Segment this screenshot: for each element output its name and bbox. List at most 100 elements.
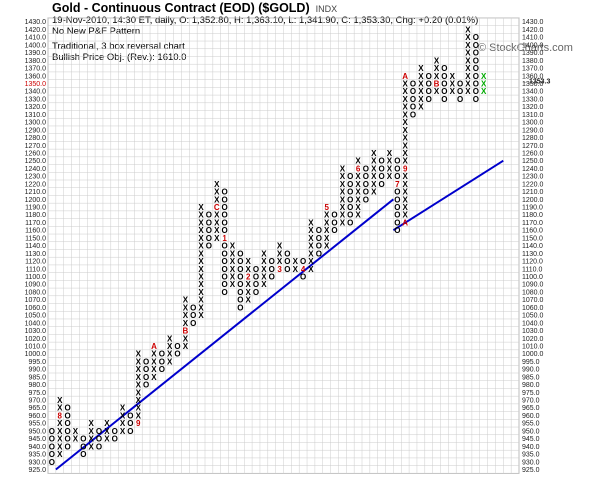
price-tick-right: 960.0 <box>522 413 540 420</box>
x-box: X <box>403 95 409 104</box>
o-box: O <box>65 427 71 436</box>
o-box: O <box>206 234 212 243</box>
o-box: O <box>394 164 400 173</box>
x-box: X <box>465 64 471 73</box>
o-box: O <box>473 95 479 104</box>
x-box: X <box>308 242 314 251</box>
x-box: X <box>403 157 409 166</box>
x-box: X <box>57 404 63 413</box>
x-box: X <box>120 404 126 413</box>
price-objective: Bullish Price Obj. (Rev.): 1610.0 <box>52 52 187 63</box>
x-box: X <box>403 87 409 96</box>
price-tick-right: 955.0 <box>522 421 540 428</box>
o-box: O <box>394 218 400 227</box>
x-box: X <box>387 149 393 158</box>
x-box: X <box>167 357 173 366</box>
o-box: O <box>190 311 196 320</box>
price-tick-right: 940.0 <box>522 444 540 451</box>
price-tick-left: 1240.0 <box>25 166 47 173</box>
o-box: O <box>410 103 416 112</box>
o-box: O <box>410 80 416 89</box>
price-tick-right: 1360.0 <box>522 73 544 80</box>
o-box: O <box>394 226 400 235</box>
price-tick-left: 1100.0 <box>25 274 46 281</box>
o-box: O <box>206 218 212 227</box>
x-box: X <box>57 450 63 459</box>
x-box: X <box>198 303 204 312</box>
x-box: X <box>340 172 346 181</box>
o-box: O <box>473 72 479 81</box>
price-tick-left: 1270.0 <box>25 143 47 150</box>
price-tick-left: 970.0 <box>28 398 46 405</box>
x-box: X <box>230 265 236 274</box>
o-box: O <box>237 249 243 258</box>
x-box: X <box>465 72 471 81</box>
price-tick-left: 925.0 <box>28 467 46 474</box>
price-tick-left: 1360.0 <box>25 73 47 80</box>
o-box: O <box>347 218 353 227</box>
x-box: X <box>403 188 409 197</box>
x-box: X <box>418 87 424 96</box>
month-marker: C <box>214 203 220 212</box>
x-box: X <box>261 257 267 266</box>
x-box: X <box>136 388 142 397</box>
o-box: O <box>394 172 400 181</box>
price-tick-left: 1090.0 <box>25 282 47 289</box>
price-tick-right: 1340.0 <box>522 89 544 96</box>
price-tick-left: 1310.0 <box>25 112 47 119</box>
o-box: O <box>222 249 228 258</box>
price-tick-right: 1110.0 <box>522 266 542 273</box>
o-box: O <box>49 450 55 459</box>
price-tick-left: 1190.0 <box>25 205 46 212</box>
o-box: O <box>237 280 243 289</box>
month-marker: 6 <box>356 164 361 173</box>
x-box: X <box>418 72 424 81</box>
x-box: X <box>261 265 267 274</box>
price-tick-right: 1350.0 <box>522 81 544 88</box>
x-box: X <box>183 296 189 305</box>
x-box: X <box>151 357 157 366</box>
x-box: X <box>214 188 220 197</box>
o-box: O <box>65 411 71 420</box>
x-box: X <box>371 164 377 173</box>
o-box: O <box>269 257 275 266</box>
price-tick-left: 1180.0 <box>25 212 46 219</box>
o-box: O <box>347 188 353 197</box>
o-box: O <box>473 87 479 96</box>
price-tick-right: 1170.0 <box>522 220 543 227</box>
price-tick-right: 1420.0 <box>522 27 544 34</box>
price-tick-right: 1100.0 <box>522 274 543 281</box>
o-box: O <box>394 211 400 220</box>
x-box: X <box>246 288 252 297</box>
o-box: O <box>316 226 322 235</box>
price-tick-right: 1300.0 <box>522 120 544 127</box>
x-box: X <box>418 64 424 73</box>
o-box: O <box>237 288 243 297</box>
o-box: O <box>316 234 322 243</box>
x-box: X <box>371 180 377 189</box>
o-box: O <box>473 64 479 73</box>
o-box: O <box>96 435 102 444</box>
x-box: X <box>57 442 63 451</box>
x-box: X <box>104 427 110 436</box>
trend-line <box>55 198 395 471</box>
price-tick-right: 980.0 <box>522 382 540 389</box>
price-tick-left: 1110.0 <box>26 266 46 273</box>
o-box: O <box>441 95 447 104</box>
x-box: X <box>120 419 126 428</box>
month-marker: 1 <box>222 234 227 243</box>
o-box: O <box>206 242 212 251</box>
price-tick-right: 990.0 <box>522 367 540 374</box>
x-box: X <box>355 211 361 220</box>
chart-title: Gold - Continuous Contract (EOD) ($GOLD)… <box>52 1 338 15</box>
price-tick-left: 1340.0 <box>25 89 47 96</box>
o-box: O <box>473 33 479 42</box>
o-box: O <box>143 365 149 374</box>
x-box: X <box>151 365 157 374</box>
pattern-status: No New P&F Pattern <box>52 26 141 37</box>
current-price-label: ←1353.3 <box>522 78 551 85</box>
price-tick-right: 1250.0 <box>522 158 544 165</box>
price-tick-left: 1280.0 <box>25 135 47 142</box>
o-box: O <box>159 365 165 374</box>
